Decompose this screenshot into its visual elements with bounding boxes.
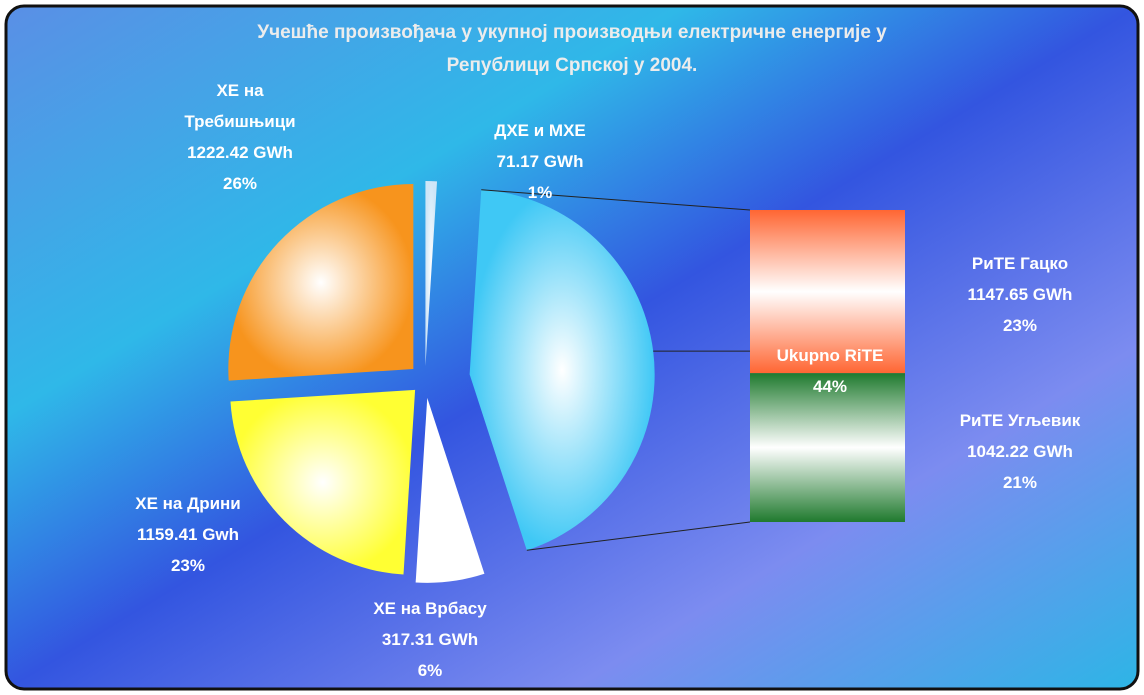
connector (526, 521, 751, 551)
slice-label: Ukupno RiTE 44% (777, 340, 884, 402)
pie-slice (425, 181, 438, 367)
label-line: ДХЕ и МХЕ (494, 121, 586, 140)
slice-label: ХЕ на Требишњици 1222.42 GWh 26% (160, 75, 320, 199)
label-line: РиТЕ Угљевик (959, 411, 1081, 430)
slice-label: ХЕ на Дрини 1159.41 Gwh 23% (135, 488, 241, 581)
pie-slice (415, 397, 485, 583)
pie-slice (469, 189, 655, 551)
label-line: 1159.41 Gwh (136, 525, 240, 544)
pie-slice (230, 389, 416, 575)
label-line: 71.17 GWh (496, 152, 584, 171)
label-line: 26% (222, 174, 258, 193)
label-line: ХЕ на Дрини (135, 494, 241, 513)
label-line: 317.31 GWh (381, 630, 479, 649)
bar-segment (750, 373, 905, 522)
label-line: 6% (417, 661, 443, 680)
bar-label: РиТЕ Гацко 1147.65 GWh 23% (968, 248, 1073, 341)
label-line: 1% (527, 183, 553, 202)
label-line: 44% (812, 377, 848, 396)
label-line: ХЕ на Врбасу (373, 599, 487, 618)
connector (481, 189, 751, 211)
label-line: ХЕ на Требишњици (184, 81, 296, 131)
label-line: 1042.22 GWh (967, 442, 1073, 461)
label-line: 23% (170, 556, 206, 575)
bar-label: РиТЕ Угљевик 1042.22 GWh 21% (960, 405, 1081, 498)
label-line: 1147.65 GWh (967, 285, 1073, 304)
label-line: 21% (1002, 473, 1038, 492)
label-line: Ukupno RiTE (776, 346, 884, 365)
label-line: 1222.42 GWh (187, 143, 293, 162)
label-line: 23% (1002, 316, 1038, 335)
slice-label: ХЕ на Врбасу 317.31 GWh 6% (373, 593, 486, 686)
chart-title: Републици Српској у 2004. (446, 55, 698, 76)
slice-label: ДХЕ и МХЕ 71.17 GWh 1% (494, 115, 586, 208)
bar-segment (750, 210, 905, 374)
pie-slice (228, 184, 414, 381)
chart-title: Учешће произвођача у укупној производњи … (257, 22, 887, 43)
label-line: РиТЕ Гацко (971, 254, 1069, 273)
